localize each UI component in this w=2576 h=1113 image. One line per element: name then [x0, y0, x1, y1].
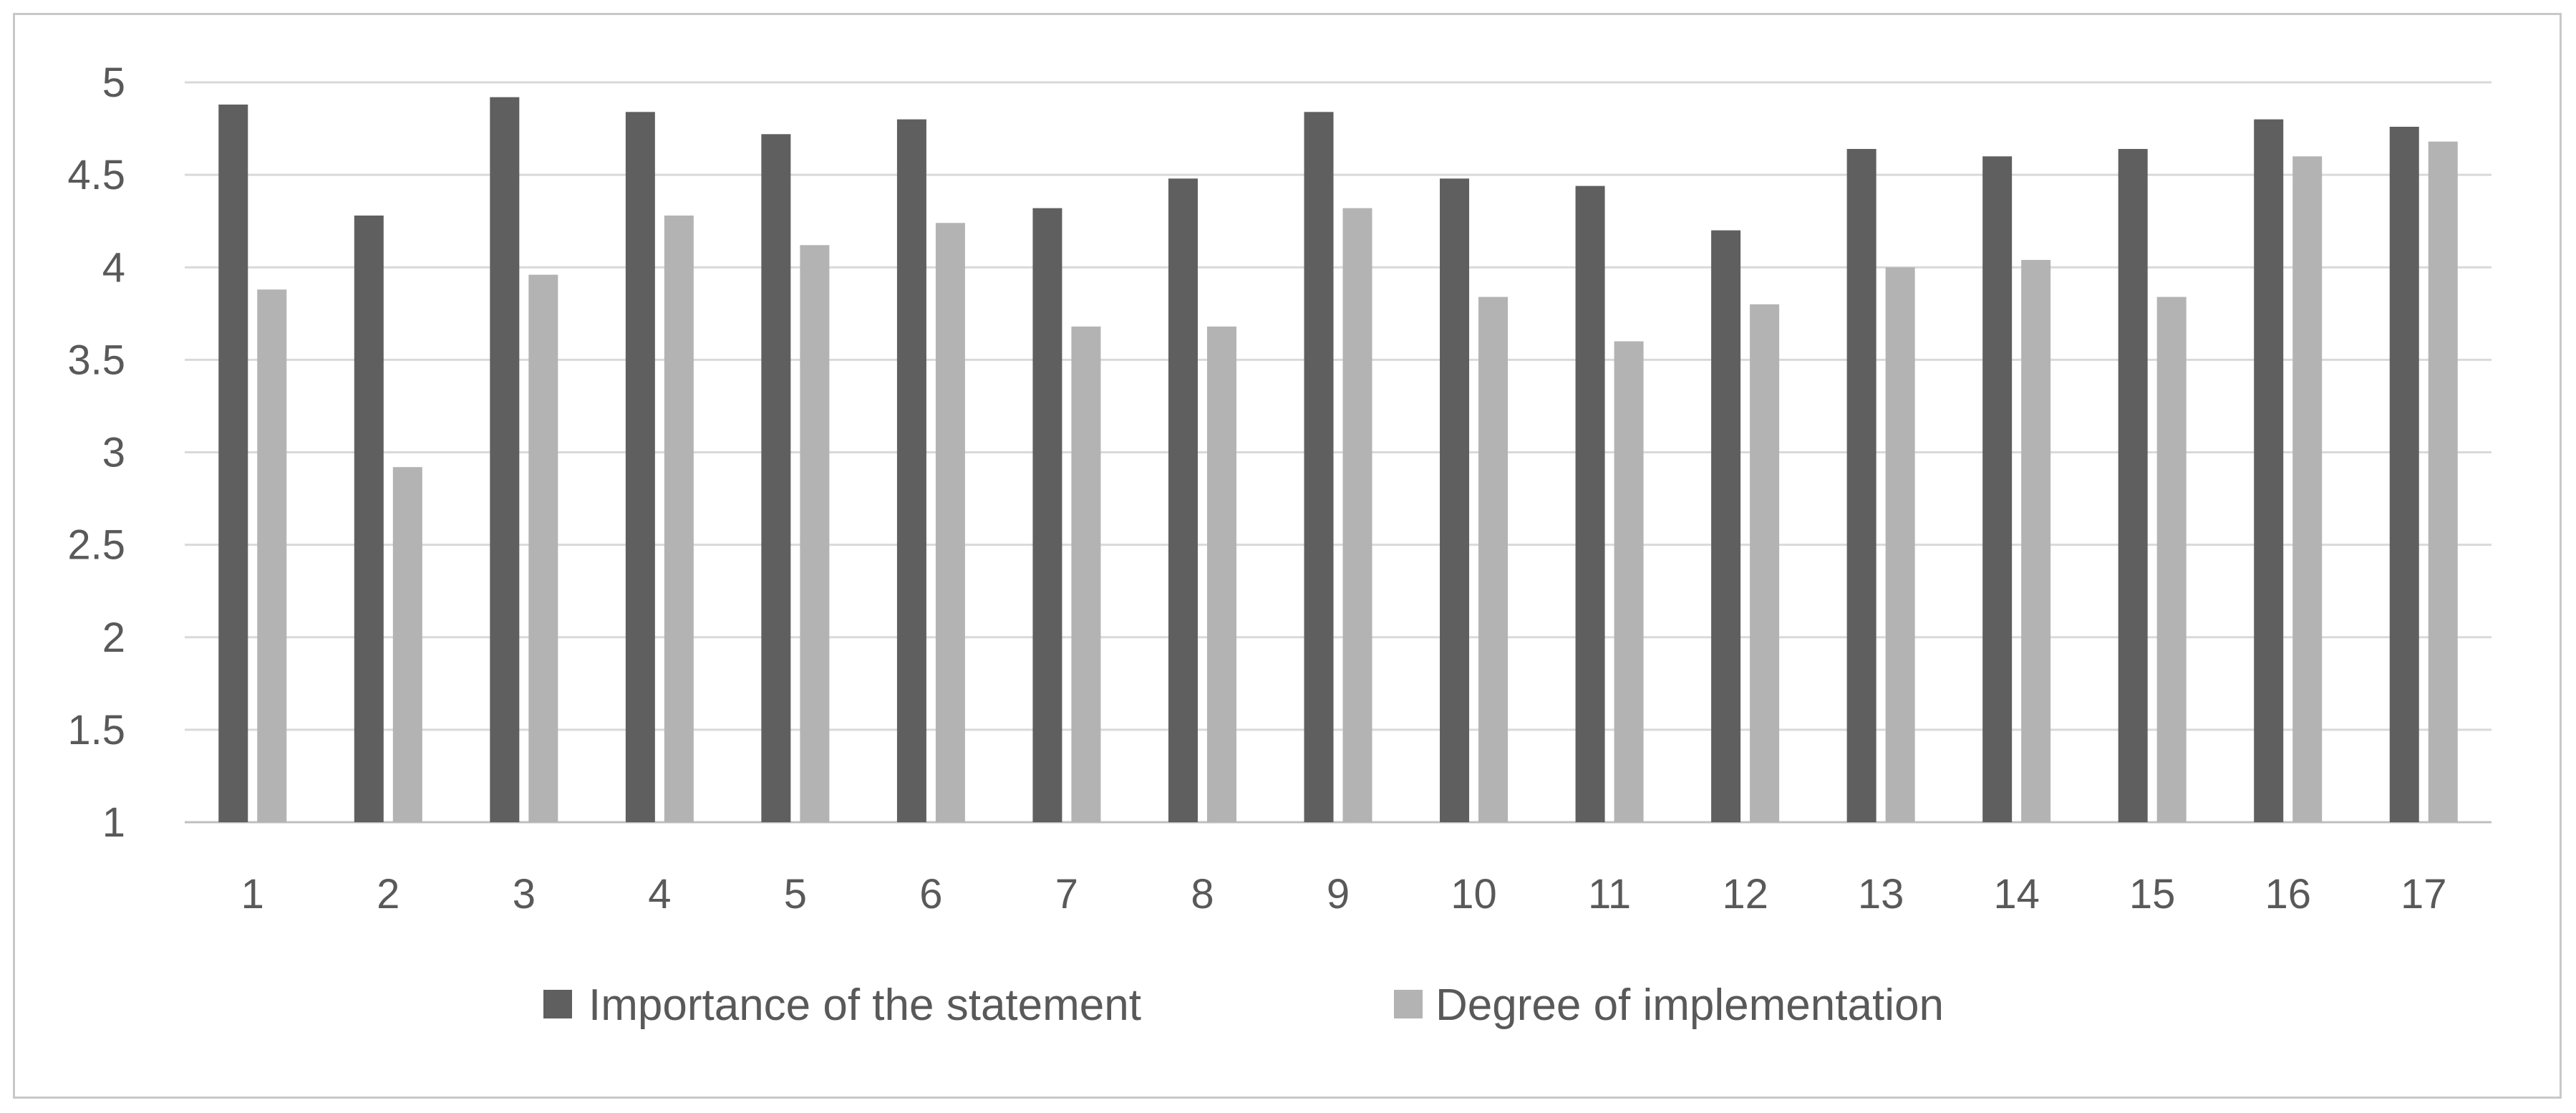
y-tick-label: 4.5	[67, 152, 125, 198]
x-tick-label: 8	[1191, 871, 1214, 917]
x-tick-label: 3	[513, 871, 536, 917]
bar-importance	[1846, 148, 1877, 823]
y-tick-label: 1.5	[67, 707, 125, 753]
bar-importance	[1711, 230, 1741, 823]
x-tick-label: 1	[241, 871, 264, 917]
bar-importance	[218, 104, 248, 823]
bar-importance	[761, 134, 791, 822]
bar-implementation	[2292, 156, 2323, 823]
bar-implementation	[1614, 341, 1644, 822]
bar-importance	[2118, 148, 2148, 823]
bar-importance	[1440, 178, 1470, 823]
bar-importance	[1304, 112, 1334, 822]
y-axis-ticks: 1 1.5 2 2.5 3 3.5 4 4.5 5	[67, 59, 125, 846]
x-tick-label: 17	[2401, 871, 2447, 917]
bar-importance	[2389, 126, 2419, 823]
x-tick-label: 14	[1993, 871, 2040, 917]
bar-importance	[896, 119, 926, 822]
y-tick-label: 3.5	[67, 337, 125, 383]
bar-implementation	[257, 289, 287, 822]
y-tick-label: 5	[102, 59, 125, 106]
bar-importance	[354, 215, 384, 822]
x-tick-label: 12	[1722, 871, 1768, 917]
x-tick-label: 2	[377, 871, 400, 917]
bar-implementation	[1206, 326, 1236, 822]
x-tick-label: 7	[1055, 871, 1078, 917]
bar-implementation	[2156, 297, 2187, 822]
legend-swatch	[543, 990, 572, 1018]
bar-implementation	[935, 223, 965, 822]
bar-importance	[1168, 178, 1198, 823]
y-tick-label: 2.5	[67, 522, 125, 569]
gridlines	[185, 81, 2492, 824]
x-tick-label: 10	[1451, 871, 1497, 917]
bar-implementation	[1750, 304, 1780, 822]
bar-implementation	[1342, 208, 1372, 822]
legend-swatch	[1394, 990, 1423, 1018]
bar-implementation	[1071, 326, 1101, 822]
x-tick-label: 5	[784, 871, 807, 917]
y-tick-label: 4	[102, 244, 125, 291]
x-tick-label: 13	[1858, 871, 1904, 917]
bar-implementation	[800, 245, 830, 822]
bar-importance	[1032, 208, 1062, 822]
x-tick-label: 6	[919, 871, 942, 917]
x-tick-label: 11	[1588, 871, 1631, 917]
bar-importance	[2254, 119, 2284, 822]
bar-importance	[1575, 186, 1605, 822]
x-tick-label: 16	[2265, 871, 2311, 917]
x-tick-label: 4	[648, 871, 671, 917]
bar-implementation	[528, 274, 558, 823]
y-tick-label: 3	[102, 430, 125, 476]
legend: Importance of the statement Degree of imp…	[543, 980, 1944, 1030]
bar-importance	[490, 97, 520, 822]
legend-label: Degree of implementation	[1435, 980, 1944, 1030]
legend-label: Importance of the statement	[589, 980, 1141, 1030]
bar-implementation	[1885, 267, 1915, 822]
x-axis-ticks: 1 2 3 4 5 6 7 8 9 10 11 12 13 14 15 16 17	[241, 871, 2447, 917]
bar-implementation	[392, 467, 422, 822]
y-tick-label: 1	[102, 799, 125, 846]
bar-implementation	[2428, 141, 2458, 822]
bar-implementation	[1478, 297, 1509, 822]
x-tick-label: 15	[2129, 871, 2176, 917]
x-tick-label: 9	[1327, 871, 1350, 917]
y-tick-label: 2	[102, 615, 125, 661]
bar-implementation	[664, 215, 694, 822]
bars	[218, 97, 2458, 823]
bar-implementation	[2021, 259, 2051, 822]
bar-importance	[625, 112, 655, 822]
bar-importance	[1982, 156, 2013, 823]
